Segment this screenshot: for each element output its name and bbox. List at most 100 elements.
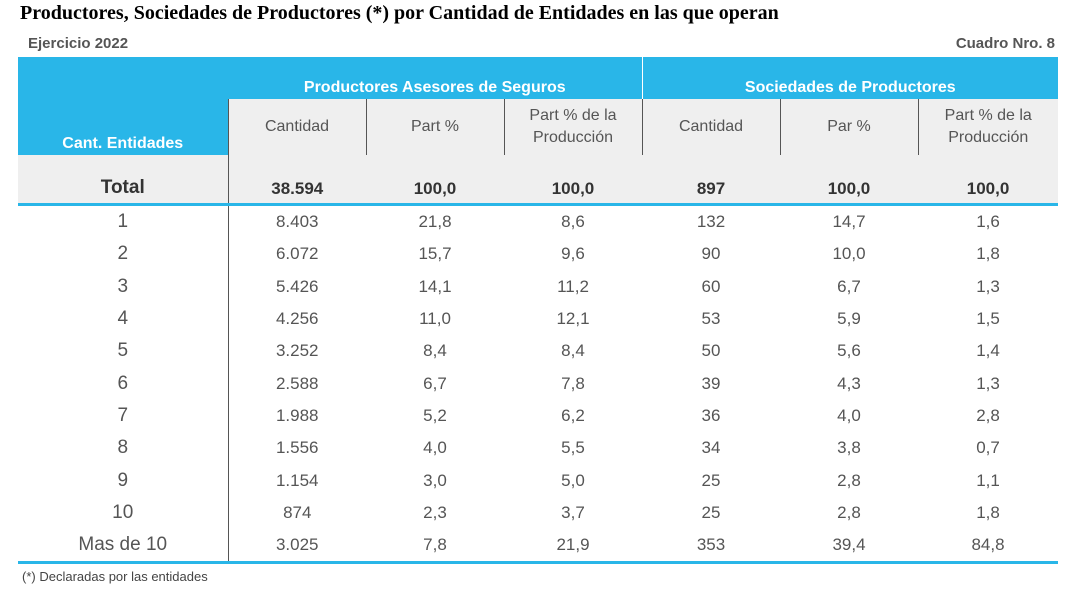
total-row: Total 38.594 100,0 100,0 897 100,0 100,0 xyxy=(18,155,1059,206)
table-row: 7 1.988 5,2 6,2 36 4,0 2,8 xyxy=(18,399,1058,433)
table-cell: 0,7 xyxy=(976,438,1000,458)
table-cell: 8,4 xyxy=(423,341,447,361)
table-cell: 60 xyxy=(701,276,721,296)
header-cant-entidades: Cant. Entidades xyxy=(18,57,228,155)
table-cell: 39 xyxy=(701,373,721,393)
table-cell: 1,5 xyxy=(976,309,1000,329)
table-row: 1 8.403 21,8 8,6 132 14,7 1,6 xyxy=(18,204,1058,239)
table-cell: 7,8 xyxy=(561,373,585,393)
total-cell: 100,0 xyxy=(918,155,1059,206)
row-label: Mas de 10 xyxy=(18,528,228,565)
table-row: 8 1.556 4,0 5,5 34 3,8 0,7 xyxy=(18,432,1058,465)
table-cell: 14,7 xyxy=(832,212,866,232)
table-cell: 2,8 xyxy=(837,502,861,522)
table-cell: 4,0 xyxy=(837,405,861,425)
table-cell: 21,8 xyxy=(418,212,452,232)
table-cell: 6,2 xyxy=(561,405,585,425)
table-row: 2 6.072 15,7 9,6 90 10,0 1,8 xyxy=(18,238,1058,271)
table-row: 9 1.154 3,0 5,0 25 2,8 1,1 xyxy=(18,464,1058,497)
data-table: Cant. Entidades Productores Asesores de … xyxy=(18,57,1059,565)
table-cell: 34 xyxy=(701,438,721,458)
table-row: Mas de 10 3.025 7,8 21,9 353 39,4 84,8 xyxy=(18,528,1059,565)
total-cell: 100,0 xyxy=(366,155,504,206)
table-row: 6 2.588 6,7 7,8 39 4,3 1,3 xyxy=(18,367,1058,400)
header-group-sociedades: Sociedades de Productores xyxy=(641,57,1059,99)
table-cell: 2.588 xyxy=(227,367,366,400)
table-cell: 1,3 xyxy=(976,373,1000,393)
table-cell: 53 xyxy=(701,309,721,329)
table-row: 10 874 2,3 3,7 25 2,8 1,8 xyxy=(18,496,1058,529)
table-cell: 1,8 xyxy=(976,502,1000,522)
total-cell: 100,0 xyxy=(504,155,642,206)
table-cell: 1,6 xyxy=(976,212,1000,232)
row-label: 8 xyxy=(117,437,129,459)
table-cell: 1.556 xyxy=(227,432,366,465)
table-cell: 2,8 xyxy=(976,405,1000,425)
table-row: 5 3.252 8,4 8,4 50 5,6 1,4 xyxy=(18,335,1058,368)
table-cell: 6,7 xyxy=(423,373,447,393)
table-row: 3 5.426 14,1 11,2 60 6,7 1,3 xyxy=(18,270,1058,303)
row-label: 7 xyxy=(117,404,129,426)
row-label: 2 xyxy=(117,243,129,265)
table-cell: 90 xyxy=(701,244,721,264)
table-cell: 25 xyxy=(701,502,721,522)
table-cell: 4,3 xyxy=(837,373,861,393)
total-label: Total xyxy=(18,155,228,206)
table-cell: 4.256 xyxy=(227,302,366,336)
table-cell: 8,4 xyxy=(561,341,585,361)
header-g1-cantidad: Cantidad xyxy=(227,99,366,155)
table-cell: 1.154 xyxy=(227,464,366,497)
table-cell: 5,5 xyxy=(561,438,585,458)
table-cell: 3.252 xyxy=(227,335,366,368)
table-cell: 6.072 xyxy=(227,238,366,271)
table-cell: 25 xyxy=(701,470,721,490)
table-cell: 10,0 xyxy=(832,244,866,264)
table-cell: 11,0 xyxy=(419,309,451,329)
table-cell: 9,6 xyxy=(561,244,585,264)
table-cell: 84,8 xyxy=(918,528,1059,565)
table-title: Productores, Sociedades de Productores (… xyxy=(20,2,779,24)
table-cell: 3,8 xyxy=(837,438,861,458)
table-cell: 8.403 xyxy=(227,204,366,239)
table-cell: 6,7 xyxy=(837,276,861,296)
table-cell: 4,0 xyxy=(423,438,447,458)
header-g2-part-produccion: Part % de la Producción xyxy=(917,99,1059,155)
table-cell: 3,7 xyxy=(561,502,585,522)
table-cell: 15,7 xyxy=(418,244,452,264)
row-label: 3 xyxy=(117,275,129,297)
table-cell: 353 xyxy=(642,528,780,565)
row-label: 9 xyxy=(117,469,129,491)
table-cell: 1,8 xyxy=(976,244,1000,264)
header-g1-part-produccion: Part % de la Producción xyxy=(503,99,642,155)
table-cell: 11,2 xyxy=(557,276,589,296)
table-cell: 1,1 xyxy=(976,470,1000,490)
row-label: 1 xyxy=(117,211,129,233)
header-g2-part: Par % xyxy=(779,99,918,155)
table-cell: 2,8 xyxy=(837,470,861,490)
table-cell: 5.426 xyxy=(227,270,366,303)
table-cell: 3,0 xyxy=(423,470,447,490)
total-cell: 38.594 xyxy=(227,155,366,206)
table-cell: 5,0 xyxy=(561,470,585,490)
table-cell: 1,4 xyxy=(976,341,1000,361)
footnote: (*) Declaradas por las entidades xyxy=(22,569,208,584)
table-row: 4 4.256 11,0 12,1 53 5,9 1,5 xyxy=(18,302,1058,336)
row-label: 6 xyxy=(117,372,129,394)
total-cell: 100,0 xyxy=(780,155,918,206)
table-cell: 50 xyxy=(701,341,721,361)
table-cell: 36 xyxy=(701,405,721,425)
table-cell: 39,4 xyxy=(780,528,918,565)
header-group-productores: Productores Asesores de Seguros xyxy=(228,57,642,99)
ejercicio-label: Ejercicio 2022 xyxy=(28,35,129,52)
table-cell: 21,9 xyxy=(504,528,642,565)
table-cell: 1.988 xyxy=(227,399,366,433)
table-cell: 8,6 xyxy=(561,212,585,232)
row-label: 5 xyxy=(117,340,129,362)
table-cell: 7,8 xyxy=(366,528,504,565)
table-cell: 5,6 xyxy=(837,341,861,361)
row-label: 10 xyxy=(112,501,134,523)
table-cell: 874 xyxy=(227,496,366,529)
table-cell: 132 xyxy=(696,212,726,232)
table-cell: 5,2 xyxy=(423,405,447,425)
table-cell: 5,9 xyxy=(837,309,861,329)
